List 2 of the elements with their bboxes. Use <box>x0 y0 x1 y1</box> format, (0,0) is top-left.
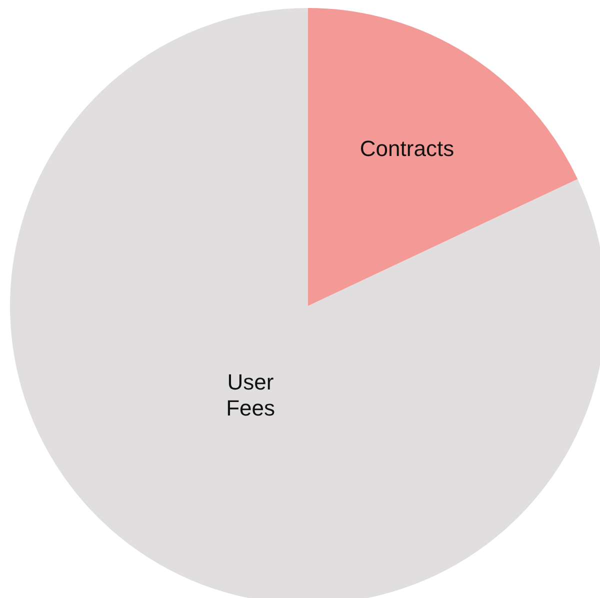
slice-label: Contracts <box>360 136 454 162</box>
slice-label: User Fees <box>226 370 275 421</box>
